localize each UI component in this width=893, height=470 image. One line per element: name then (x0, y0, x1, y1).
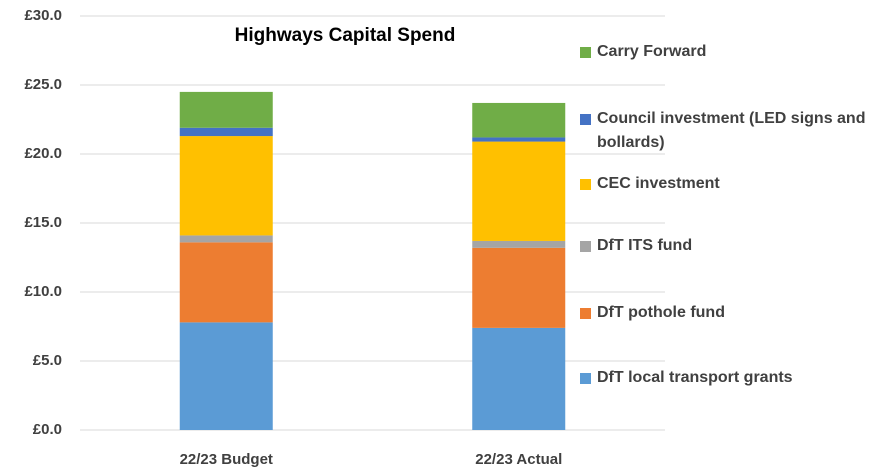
bar-segment (472, 327, 566, 430)
y-tick-label: £5.0 (33, 352, 62, 369)
y-tick-label: £0.0 (33, 421, 62, 438)
legend-label: DfT ITS fund (597, 237, 693, 254)
legend-swatch (580, 179, 591, 190)
legend-swatch (580, 47, 591, 58)
legend-item: DfT ITS fund (580, 234, 880, 258)
chart-title: Highways Capital Spend (235, 25, 456, 46)
legend-item: Council investment (LED signs and bollar… (580, 107, 880, 155)
x-tick-label: 22/23 Actual (475, 451, 562, 468)
y-tick-label: £20.0 (24, 145, 62, 162)
y-tick-label: £15.0 (24, 214, 62, 231)
bar-segment (472, 240, 566, 248)
bar-segment (472, 247, 566, 328)
legend-swatch (580, 308, 591, 319)
legend-item: DfT local transport grants (580, 366, 880, 390)
bar-segment (179, 242, 273, 323)
bar-segment (472, 102, 566, 138)
y-tick-label: £10.0 (24, 283, 62, 300)
legend-swatch (580, 241, 591, 252)
bar-segment (472, 137, 566, 142)
bar-segment (179, 235, 273, 243)
legend-swatch (580, 114, 591, 125)
legend-item: DfT pothole fund (580, 301, 880, 325)
legend-swatch (580, 373, 591, 384)
bar-segment (179, 91, 273, 128)
legend-item: CEC investment (580, 172, 880, 196)
x-tick-label: 22/23 Budget (180, 451, 273, 468)
bar-segment (179, 322, 273, 430)
legend-label: DfT pothole fund (597, 304, 725, 321)
y-tick-label: £30.0 (24, 7, 62, 24)
legend-label: CEC investment (597, 175, 720, 192)
bar-segment (179, 136, 273, 236)
bar-segment (179, 127, 273, 137)
legend-item: Carry Forward (580, 40, 880, 64)
bar-segment (472, 141, 566, 241)
legend-label: Carry Forward (597, 43, 707, 60)
y-tick-label: £25.0 (24, 76, 62, 93)
legend-label: DfT local transport grants (597, 369, 793, 386)
legend-label: Council investment (LED signs and bollar… (597, 110, 866, 151)
